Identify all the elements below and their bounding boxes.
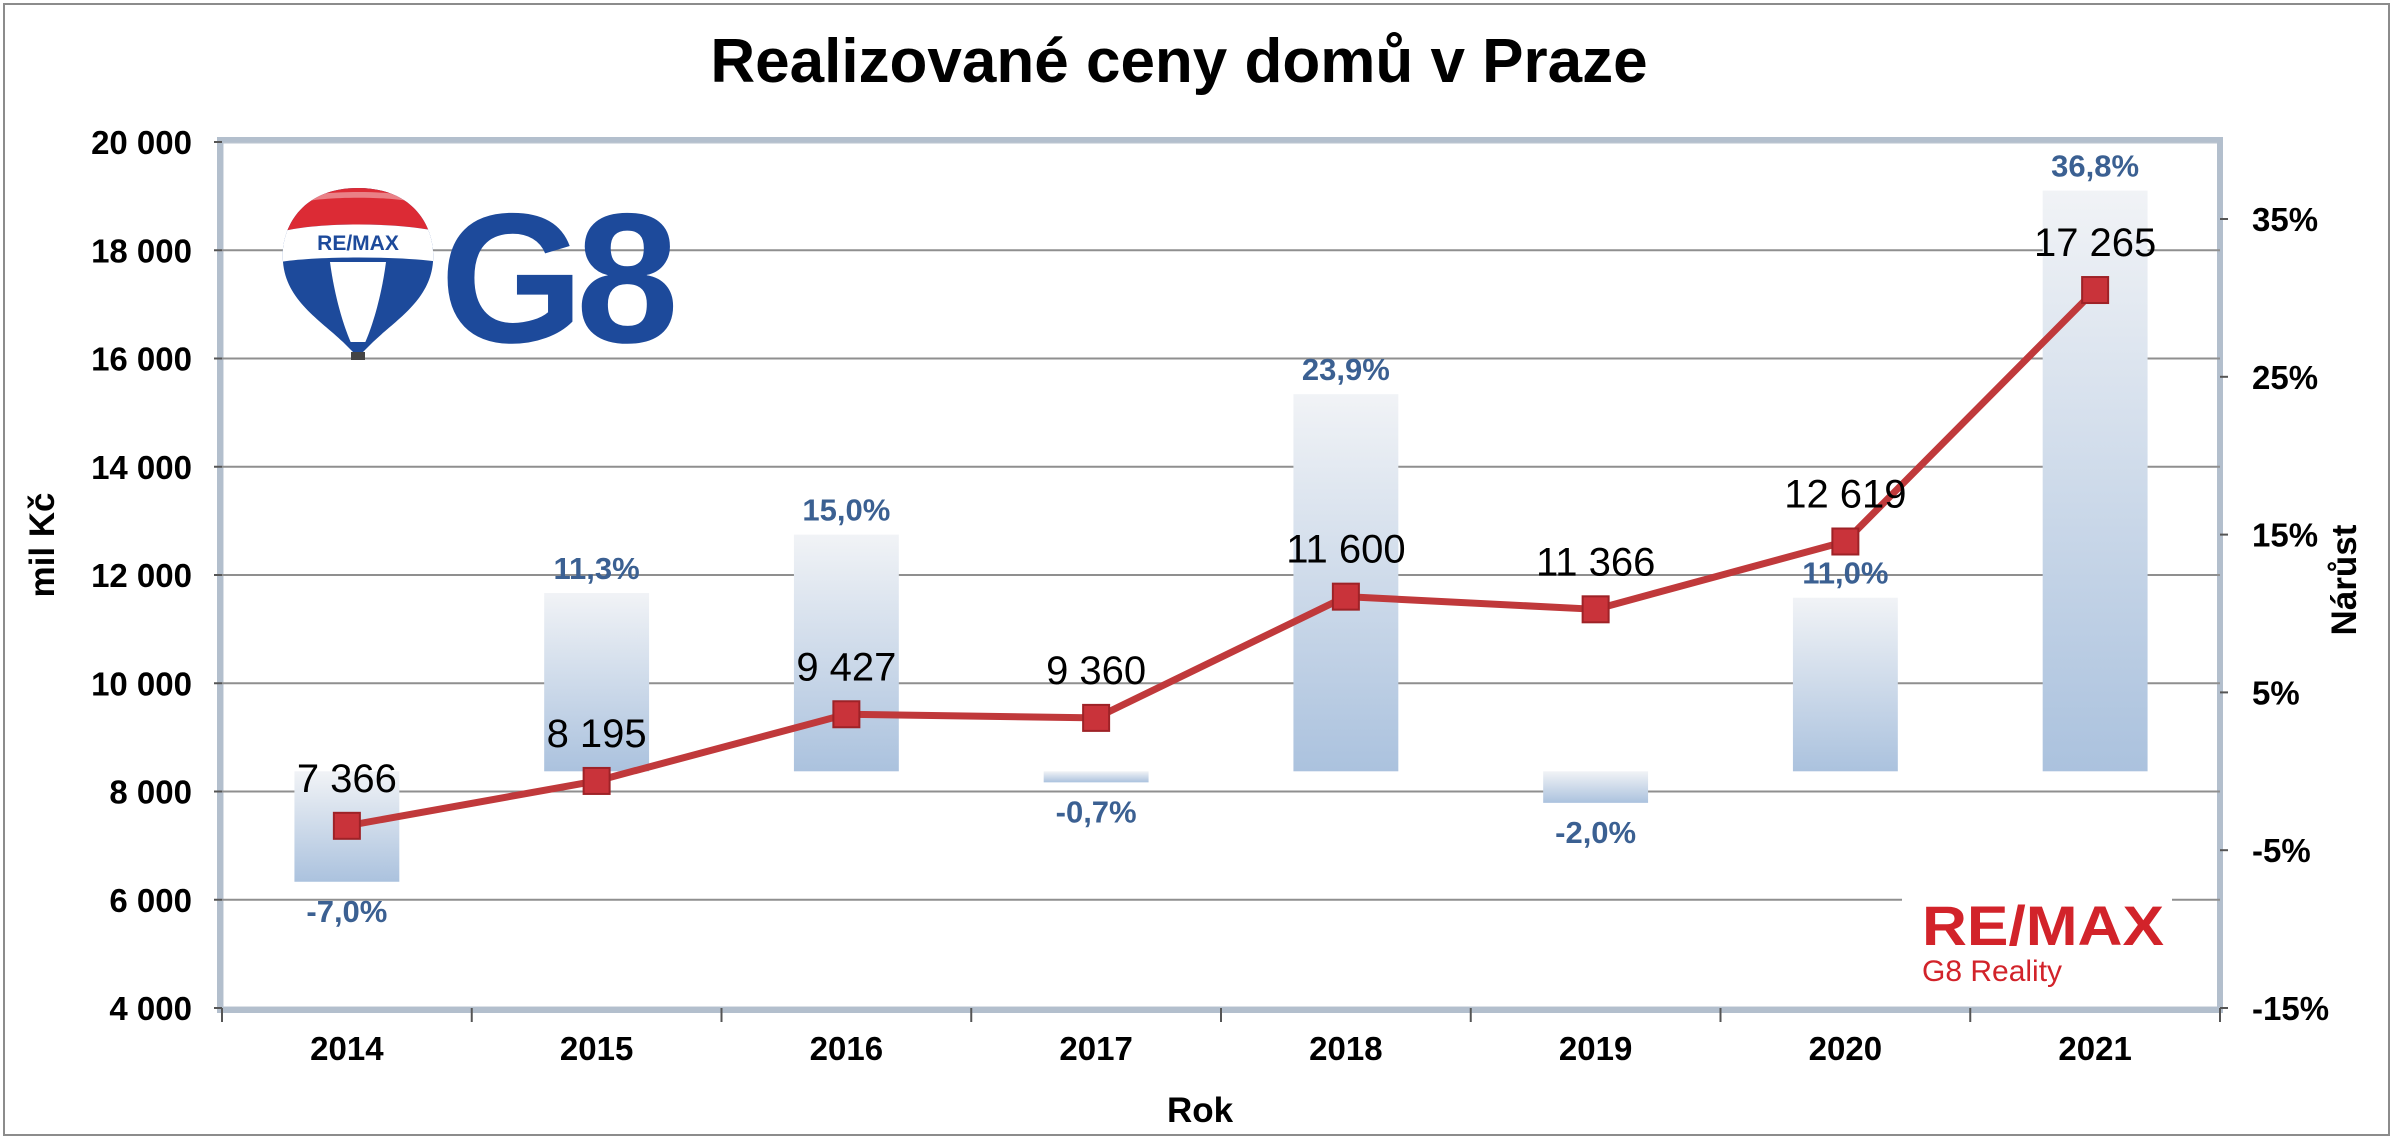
bar-data-label: 15,0%	[802, 493, 890, 528]
line-data-label: 9 427	[796, 645, 896, 689]
series-line	[346, 287, 2098, 830]
x-tick-label: 2020	[1809, 1030, 1882, 1067]
line-data-label: 17 265	[2034, 221, 2156, 265]
line-point	[332, 811, 361, 840]
y2-axis-title: Nárůst	[2325, 524, 2364, 635]
y-tick-label: 14 000	[91, 449, 192, 486]
y2-tick-label: -5%	[2252, 832, 2311, 869]
bar-data-label: 11,0%	[1802, 556, 1888, 591]
chart-title: Realizované ceny domů v Praze	[710, 27, 1647, 96]
bar	[1543, 771, 1649, 803]
y2-tick-label: 25%	[2252, 359, 2318, 396]
y-tick-label: 16 000	[91, 341, 192, 378]
balloon-brand-text: RE/MAX	[317, 232, 399, 255]
x-tick-label: 2021	[2058, 1030, 2131, 1067]
bar	[1043, 771, 1149, 783]
line-point	[582, 766, 611, 795]
y-axis-title: mil Kč	[23, 492, 62, 597]
line-data-label: 11 366	[1536, 540, 1655, 584]
remax-g8-logo: RE/MAX G8	[282, 176, 682, 382]
y2-tick-label: 15%	[2252, 517, 2318, 554]
x-tick-label: 2015	[560, 1030, 633, 1067]
bar-data-label: 11,3%	[554, 551, 640, 586]
line-data-label: 8 195	[547, 712, 647, 756]
y-tick-label: 8 000	[109, 774, 192, 811]
x-tick-label: 2019	[1559, 1030, 1632, 1067]
bar-data-label: -2,0%	[1555, 815, 1636, 850]
bar-data-label: -0,7%	[1056, 794, 1137, 829]
x-tick-label: 2014	[310, 1030, 384, 1067]
y2-tick-label: 35%	[2252, 201, 2318, 238]
y-tick-label: 6 000	[109, 882, 192, 919]
remax-brand-text: RE/MAX	[1922, 894, 2164, 957]
plot-top-shadow	[217, 137, 2223, 142]
y-tick-label: 10 000	[91, 665, 192, 702]
x-tick-label: 2016	[810, 1030, 883, 1067]
line-point	[2081, 276, 2110, 305]
bar-data-label: 23,9%	[1302, 352, 1390, 387]
y-tick-label: 12 000	[91, 557, 192, 594]
line-point	[1331, 582, 1360, 611]
bar-series: -7,0% 11,3% 15,0% -0,7% 23,9% -2,0% 11,0% 36,8%	[294, 149, 2148, 929]
line-data-label: 12 619	[1784, 472, 1906, 516]
bar	[1792, 597, 1898, 772]
line-point	[1082, 703, 1111, 732]
line-data-label: 7 366	[297, 757, 397, 801]
x-axis-title: Rok	[1167, 1091, 1234, 1130]
x-tick-label: 2018	[1309, 1030, 1382, 1067]
line-point	[1831, 527, 1860, 556]
x-tick-label: 2017	[1059, 1030, 1132, 1067]
bar	[544, 592, 650, 772]
y-tick-label: 4 000	[109, 990, 192, 1027]
g8-wordmark: G8	[440, 176, 674, 382]
x-axis-ticks: 2014 2015 2016 2017 2018 2019 2020 2021	[221, 1008, 2221, 1067]
remax-g8-reality-logo: RE/MAX G8 Reality	[1902, 893, 2172, 993]
line-series: 7 366 8 195 9 427 9 360 11 600 11 366 12 619 17…	[297, 221, 2156, 840]
line-point	[1581, 595, 1610, 624]
line-data-label: 11 600	[1286, 528, 1405, 572]
bar-data-label: 36,8%	[2051, 149, 2139, 184]
bar-data-label: -7,0%	[306, 894, 387, 929]
g8-reality-text: G8 Reality	[1922, 955, 2062, 988]
bar	[793, 534, 899, 772]
y2-axis-ticks: -15% -5% 5% 15% 25% 35%	[2220, 201, 2329, 1027]
line-point	[832, 700, 861, 729]
y2-tick-label: 5%	[2252, 674, 2300, 711]
logo-background	[1902, 893, 2172, 993]
y-tick-label: 20 000	[91, 124, 192, 161]
y-tick-label: 18 000	[91, 232, 192, 269]
y2-tick-label: -15%	[2252, 990, 2329, 1027]
y-axis-ticks: 4 000 6 000 8 000 10 000 12 000 14 000 16 000 1…	[91, 124, 222, 1027]
line-data-label: 9 360	[1046, 649, 1146, 693]
